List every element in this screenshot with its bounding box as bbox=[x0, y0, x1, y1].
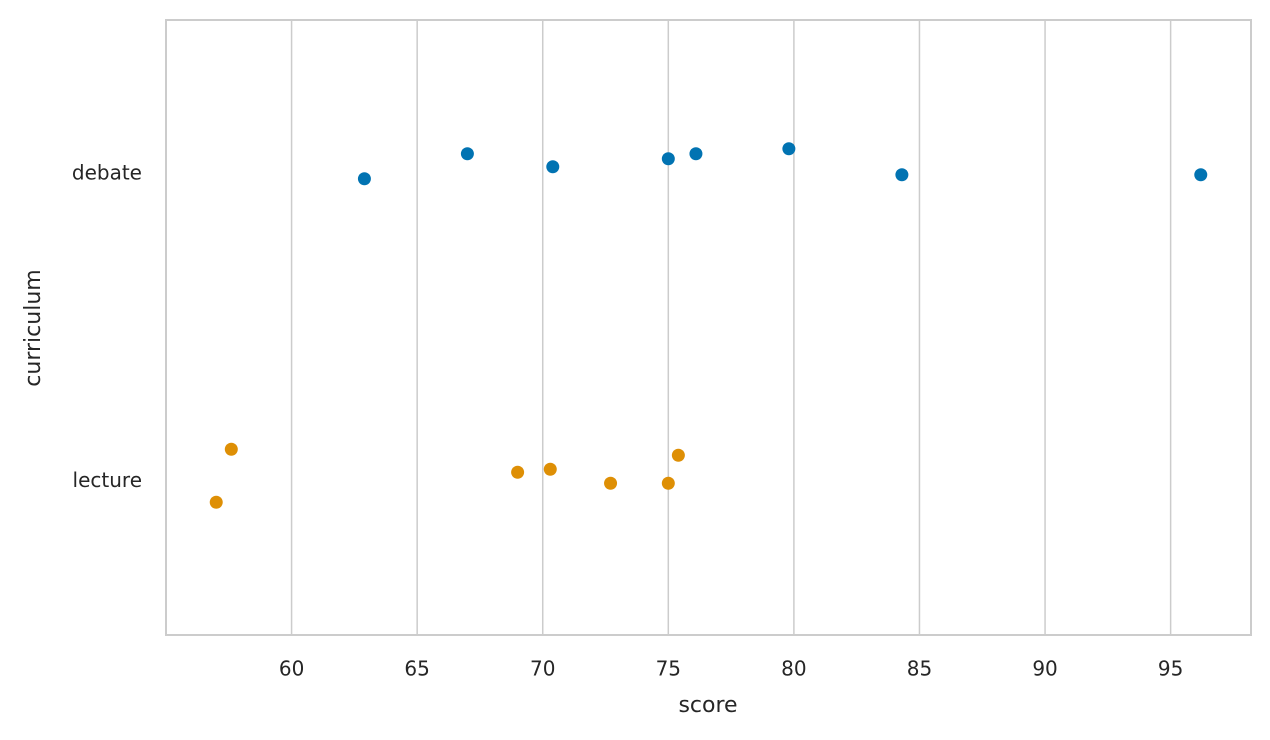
point bbox=[661, 152, 675, 166]
x-tick-label: 85 bbox=[907, 657, 932, 681]
x-tick-label: 95 bbox=[1158, 657, 1183, 681]
x-tick-label: 60 bbox=[279, 657, 304, 681]
point bbox=[661, 476, 675, 490]
point bbox=[1194, 168, 1208, 182]
point bbox=[460, 147, 474, 161]
point bbox=[671, 448, 685, 462]
point bbox=[895, 168, 909, 182]
point bbox=[209, 495, 223, 509]
point bbox=[689, 147, 703, 161]
x-tick-label: 75 bbox=[656, 657, 681, 681]
y-tick-label: debate bbox=[72, 160, 142, 184]
point bbox=[782, 142, 796, 156]
plot-frame bbox=[165, 19, 1252, 636]
x-tick-label: 90 bbox=[1032, 657, 1057, 681]
point bbox=[543, 462, 557, 476]
y-axis-label: curriculum bbox=[21, 269, 46, 386]
x-tick-label: 80 bbox=[781, 657, 806, 681]
point bbox=[511, 465, 525, 479]
point bbox=[224, 442, 238, 456]
x-tick-label: 65 bbox=[404, 657, 429, 681]
point bbox=[546, 160, 560, 174]
point bbox=[357, 172, 371, 186]
point bbox=[604, 476, 618, 490]
x-axis-label: score bbox=[678, 693, 737, 718]
x-tick-label: 70 bbox=[530, 657, 555, 681]
y-tick-label: lecture bbox=[73, 468, 142, 492]
